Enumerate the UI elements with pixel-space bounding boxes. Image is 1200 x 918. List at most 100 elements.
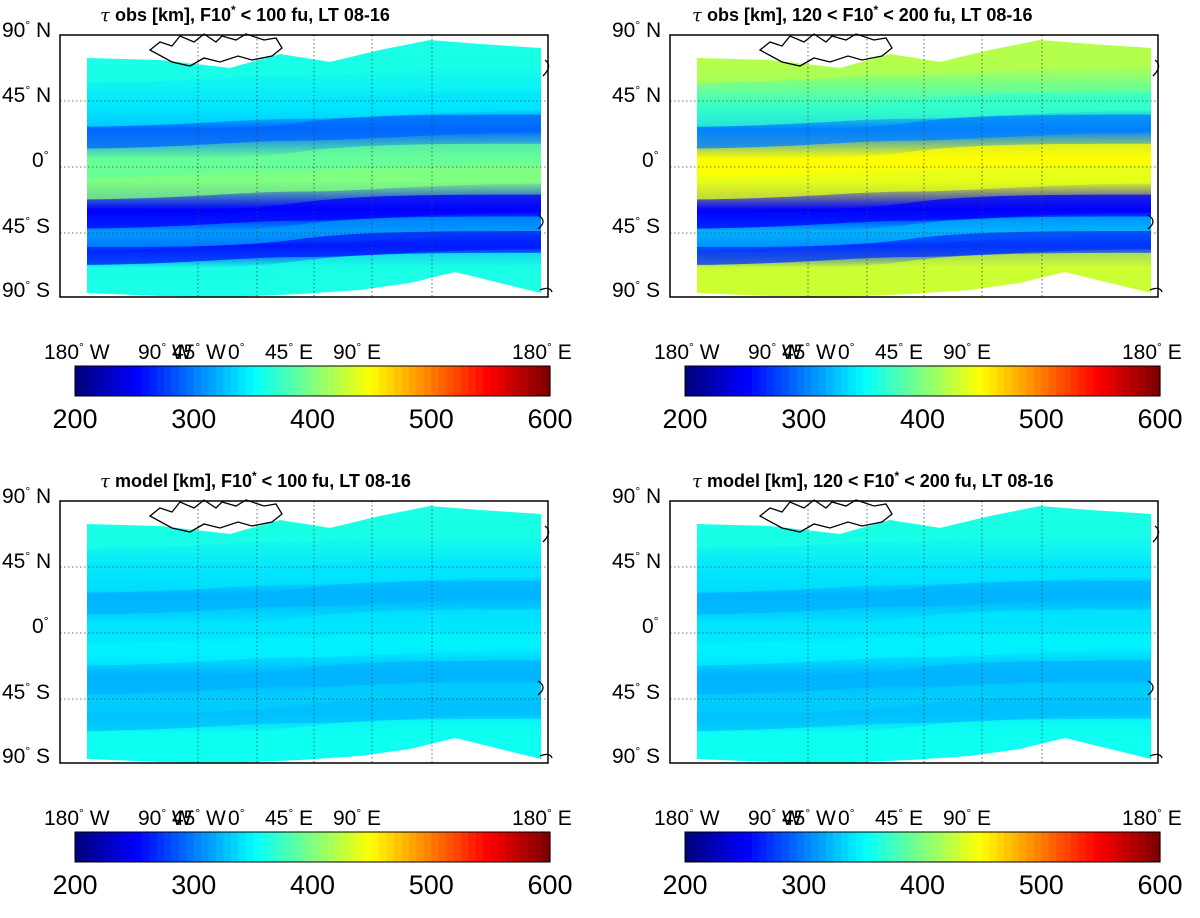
colorbar-tick-label: 400 [289, 870, 336, 900]
colorbar-segment [1078, 832, 1087, 862]
colorbar-segment [401, 832, 410, 862]
colorbar-segment [744, 366, 753, 396]
colorbar-segment [535, 832, 544, 862]
colorbar-segment [542, 366, 551, 396]
colorbar-segment [468, 832, 477, 862]
colorbar-segment [788, 832, 797, 862]
colorbar-segment [937, 832, 946, 862]
contour-band [87, 718, 541, 753]
colorbar-segment [520, 832, 529, 862]
lat-tick-label: 90° N [2, 484, 52, 508]
contour-band [87, 165, 541, 200]
lon-tick-label: 180° W [44, 340, 110, 364]
colorbar-segment [490, 366, 499, 396]
colorbar-segment [900, 832, 909, 862]
lon-tick-label: 180° E [1122, 806, 1182, 830]
colorbar [74, 365, 551, 397]
lat-tick-label: 45° S [612, 680, 661, 704]
colorbar-segment [1093, 366, 1102, 396]
colorbar-segment [952, 366, 961, 396]
colorbar-segment [305, 832, 314, 862]
lon-tick-label: 45° E [875, 340, 924, 364]
lat-tick-label: 45° N [612, 549, 662, 573]
colorbar-segment [535, 366, 544, 396]
contour-band [87, 231, 541, 266]
colorbar-segment [483, 366, 492, 396]
lon-tick-label: 180° W [654, 340, 720, 364]
lat-tick-label: 45° S [2, 214, 51, 238]
colorbar-segment [438, 366, 447, 396]
colorbar-segment [1056, 366, 1065, 396]
colorbar-segment [416, 832, 425, 862]
colorbar-segment [468, 366, 477, 396]
contour-band [87, 660, 541, 695]
colorbar-segment [870, 832, 879, 862]
colorbar-segment [141, 832, 150, 862]
colorbar [684, 831, 1161, 863]
panel-title: τ model [km], 120 < F10* < 200 fu, LT 08… [692, 469, 1053, 492]
colorbar-tick-label: 400 [899, 870, 946, 900]
colorbar-segment [1137, 832, 1146, 862]
colorbar-segment [1026, 832, 1035, 862]
lon-tick-label: 180° W [654, 806, 720, 830]
lon-tick-label: 180° W [44, 806, 110, 830]
colorbar [74, 831, 551, 863]
colorbar-tick-label: 200 [662, 404, 708, 434]
colorbar-segment [305, 366, 314, 396]
colorbar-segment [104, 832, 113, 862]
colorbar-tick-label: 500 [408, 870, 454, 900]
coastline [148, 499, 283, 533]
map-plot [59, 499, 553, 764]
colorbar-segment [460, 832, 469, 862]
colorbar-segment [319, 366, 328, 396]
colorbar-segment [811, 832, 820, 862]
colorbar-segment [699, 366, 708, 396]
colorbar-segment [1063, 832, 1072, 862]
colorbar-segment [253, 366, 262, 396]
colorbar-segment [126, 832, 135, 862]
colorbar-segment [892, 832, 901, 862]
colorbar-segment [82, 832, 91, 862]
colorbar-segment [245, 832, 254, 862]
colorbar-segment [423, 832, 432, 862]
axes-frame [669, 34, 1159, 298]
title-superscript: * [873, 3, 879, 17]
lat-tick-label: 90° S [2, 744, 51, 768]
colorbar-segment [1004, 832, 1013, 862]
colorbar-segment [826, 832, 835, 862]
colorbar-tick-label: 600 [527, 870, 573, 900]
colorbar-segment [922, 832, 931, 862]
colorbar-segment [423, 366, 432, 396]
colorbar-segment [327, 832, 336, 862]
colorbar-segment [357, 832, 366, 862]
colorbar-segment [371, 832, 380, 862]
colorbar-segment [460, 366, 469, 396]
heatmap-field [697, 40, 1151, 297]
lat-tick-label: 45° S [2, 680, 51, 704]
contour-band [87, 631, 541, 666]
contour-band [697, 718, 1151, 753]
contour-band [87, 92, 541, 127]
colorbar-segment [245, 366, 254, 396]
colorbar-segment [379, 832, 388, 862]
colorbar-segment [431, 366, 440, 396]
lon-tick-label: 180° E [512, 340, 572, 364]
lon-tick-label: 90° E [943, 340, 992, 364]
colorbar-segment [1041, 832, 1050, 862]
colorbar-segment [453, 832, 462, 862]
colorbar-segment [974, 832, 983, 862]
colorbar-tick-label: 600 [527, 404, 573, 434]
colorbar-segment [833, 832, 842, 862]
colorbar-segment [863, 832, 872, 862]
contour-band [87, 609, 541, 644]
colorbar-segment [156, 832, 165, 862]
colorbar-segment [685, 366, 694, 396]
colorbar-segment [1048, 366, 1057, 396]
colorbar-segment [193, 366, 202, 396]
colorbar-segment [796, 366, 805, 396]
colorbar-frame [684, 831, 1161, 863]
colorbar-segment [394, 832, 403, 862]
colorbar-tick-label: 400 [899, 404, 946, 434]
colorbar-segment [112, 366, 121, 396]
contour-band [87, 252, 541, 287]
